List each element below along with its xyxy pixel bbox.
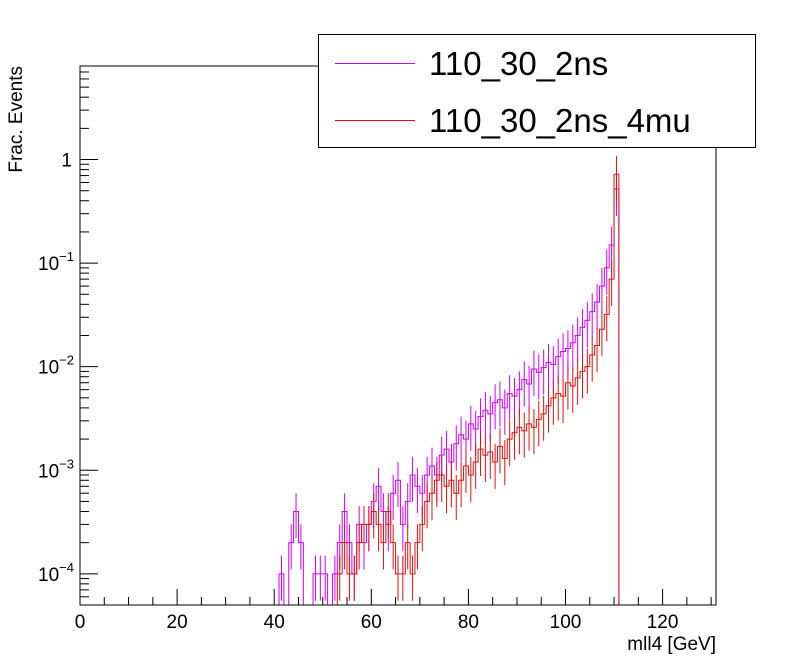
legend-entry-1: 110_30_2ns [319, 35, 755, 92]
tick-labels: 0 20 40 60 80 100 120 10−4 10−3 10−2 10−1 1 [38, 151, 678, 633]
series-layer [80, 156, 716, 606]
legend-entry-2: 110_30_2ns_4mu [319, 92, 755, 149]
x-tick-label: 40 [264, 612, 285, 633]
legend: 110_30_2ns 110_30_2ns_4mu [318, 34, 756, 148]
y-tick-label: 10−2 [38, 353, 74, 379]
x-tick-label: 120 [647, 612, 679, 633]
legend-line-1 [335, 63, 415, 64]
legend-label-2: 110_30_2ns_4mu [429, 102, 691, 139]
x-axis-label: mll4 [GeV] [627, 634, 716, 655]
series-2 [80, 156, 716, 606]
x-tick-label: 60 [361, 612, 382, 633]
y-tick-label: 1 [61, 151, 72, 172]
x-tick-label: 20 [167, 612, 188, 633]
y-tick-label: 10−3 [38, 456, 74, 482]
x-tick-label: 0 [75, 612, 86, 633]
y-tick-label: 10−4 [38, 560, 74, 586]
legend-line-2 [335, 120, 415, 121]
legend-label-1: 110_30_2ns [429, 45, 609, 82]
series-1 [80, 170, 716, 606]
series-step-line [80, 173, 716, 606]
tick-marks [79, 65, 712, 606]
x-tick-label: 100 [550, 612, 582, 633]
y-axis-label: Frac. Events [6, 66, 27, 173]
series-step-line [80, 188, 716, 606]
y-tick-label: 10−1 [38, 249, 74, 275]
x-tick-label: 80 [458, 612, 479, 633]
